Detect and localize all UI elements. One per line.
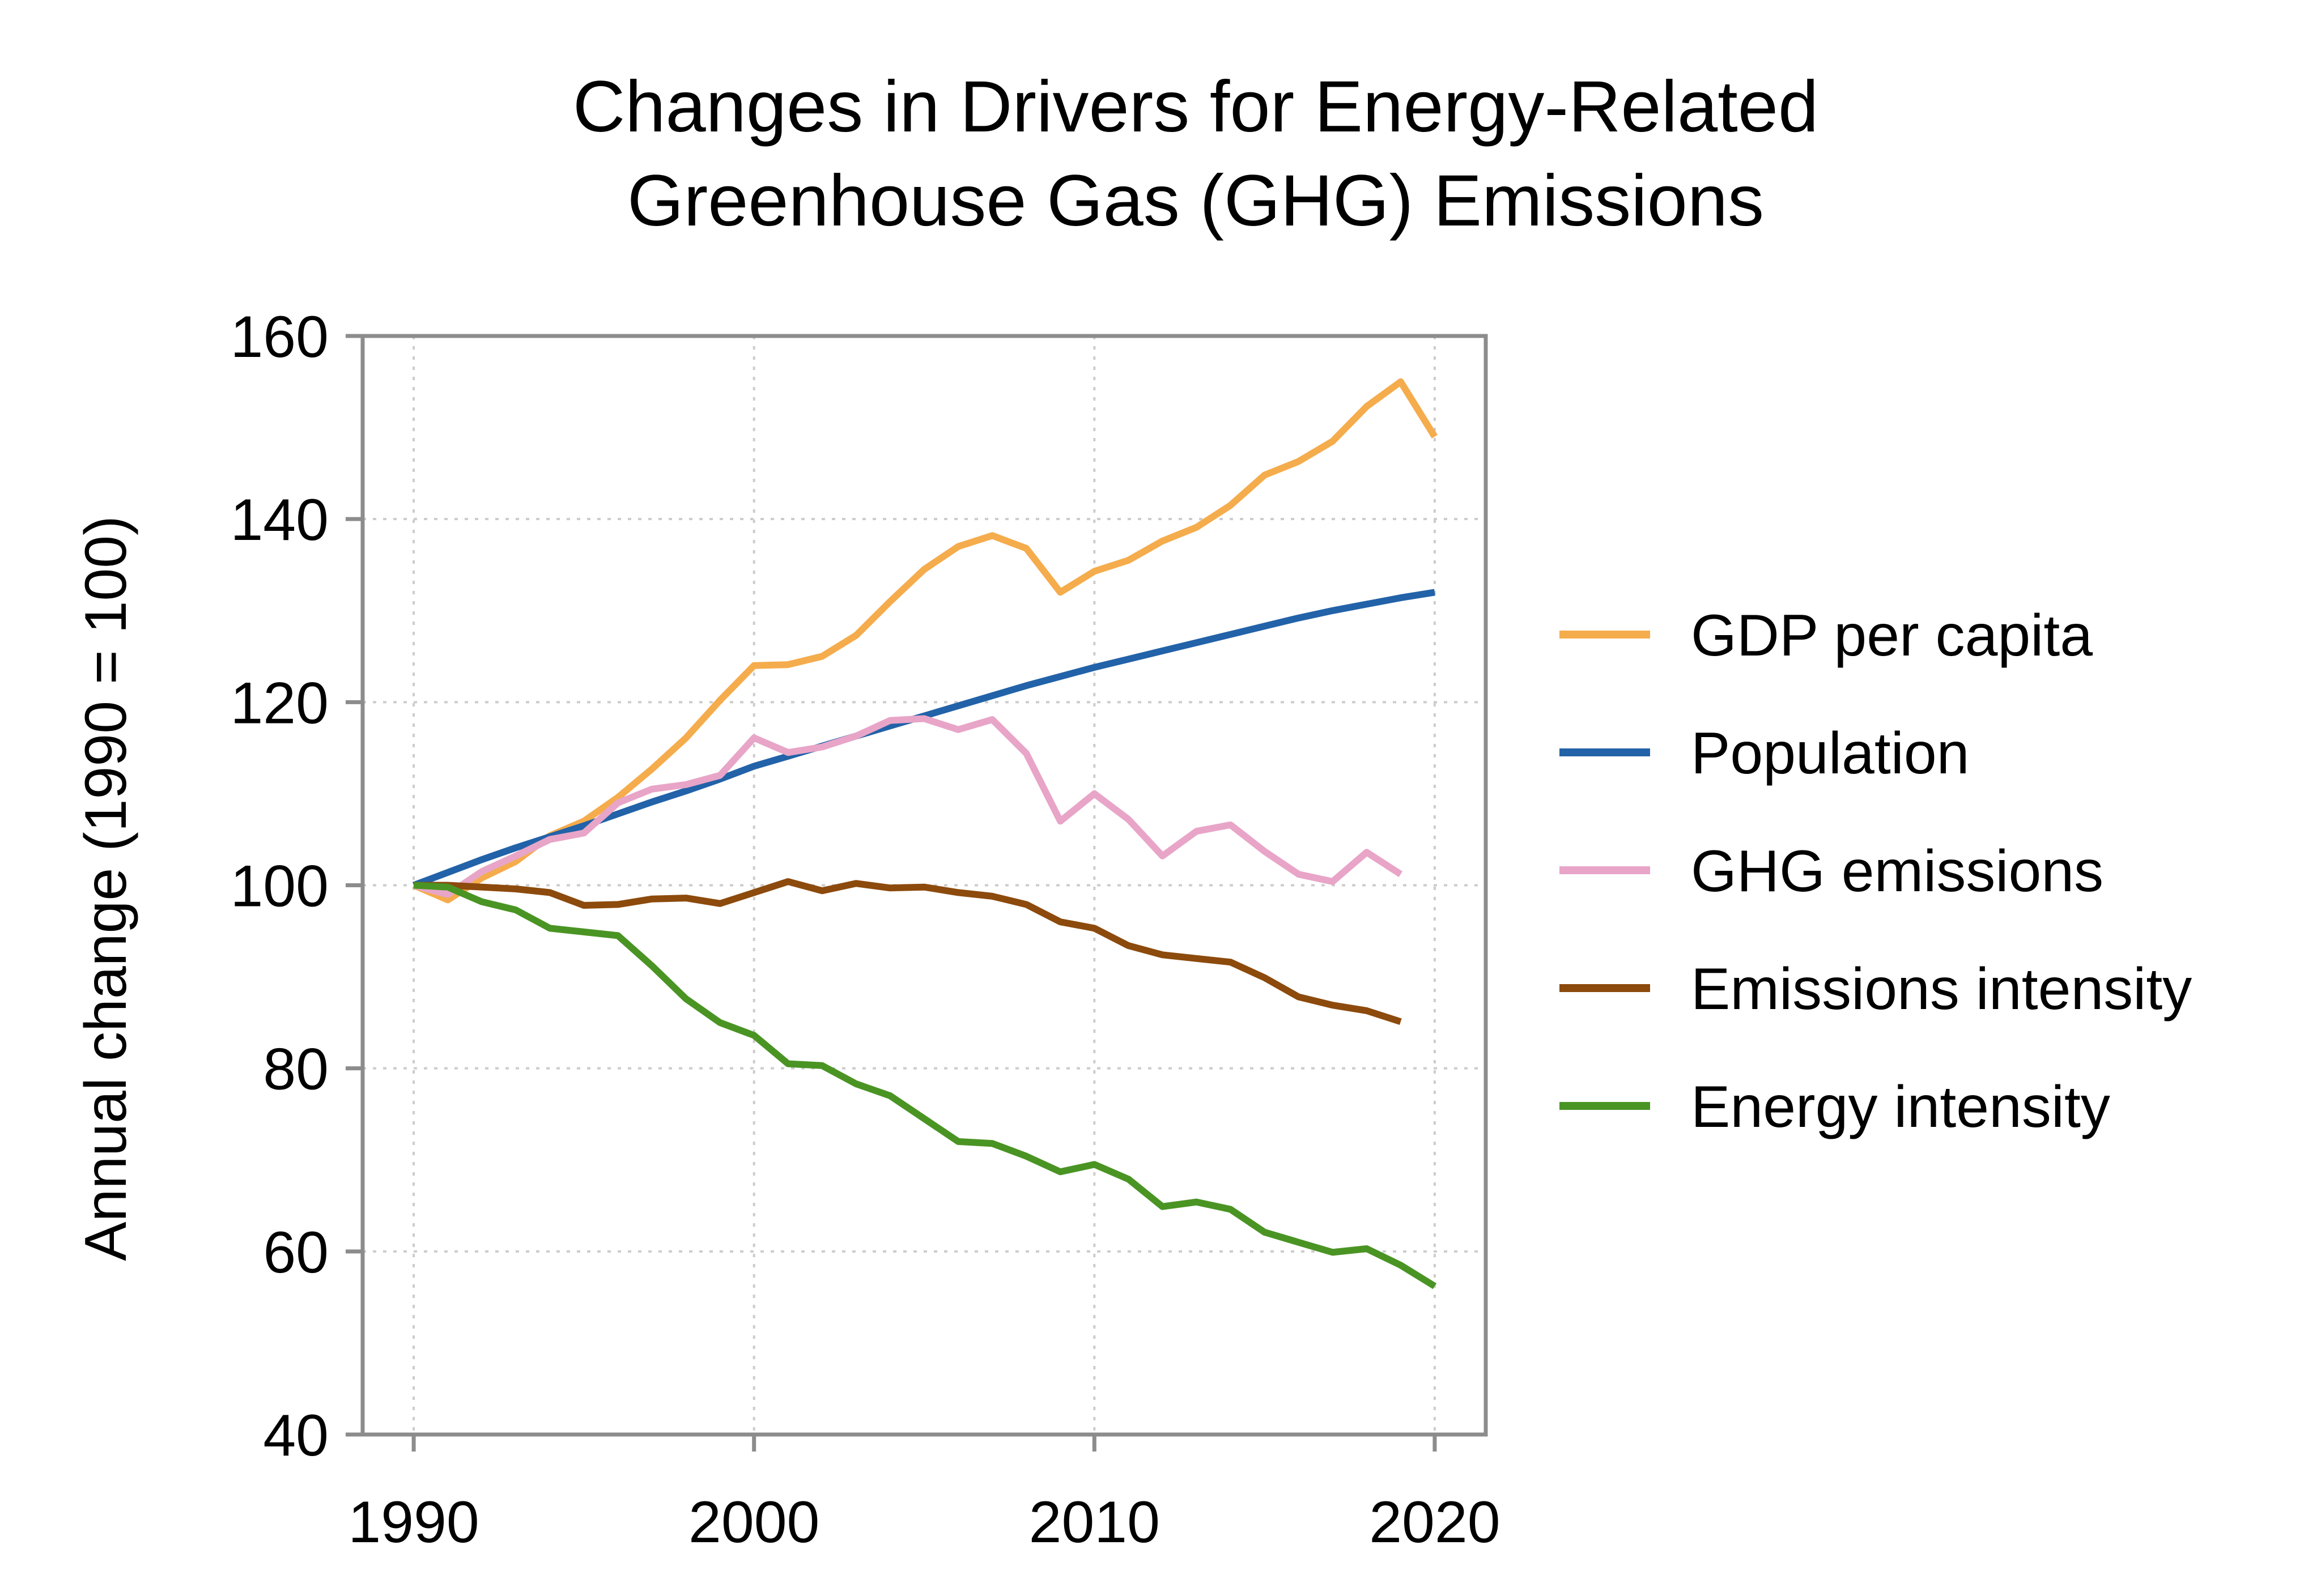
y-tick-label: 160 [230,304,329,370]
legend-label: Population [1691,721,1970,786]
legend-item-ghg-emissions: GHG emissions [1559,839,2103,904]
series-line-ghg-emissions [413,715,1403,898]
series-line-energy-intensity [413,882,1437,1289]
y-tick-label: 40 [263,1403,329,1469]
series-line-gdp-per-capita [412,378,1438,904]
tick-labels: 1990 2000 2010 2020 40 60 80 100 120 140 160 [230,304,1500,1555]
legend-item-population: Population [1559,721,1970,786]
chart-title-line-2: Greenhouse Gas (GHG) Emissions [627,160,1764,241]
series-lines [412,378,1438,1289]
legend-label: Emissions intensity [1691,956,2192,1022]
x-tick-label: 2020 [1369,1489,1500,1555]
y-tick-label: 120 [230,670,329,736]
legend-item-gdp-per-capita: GDP per capita [1559,603,2093,669]
legend-item-emissions-intensity: Emissions intensity [1559,956,2192,1022]
x-tick-label: 1990 [348,1489,479,1555]
x-tick-label: 2000 [688,1489,819,1555]
y-axis-label: Annual change (1990 = 100) [73,516,139,1261]
legend-label: GDP per capita [1691,603,2093,669]
y-tick-label: 80 [263,1037,329,1103]
legend-label: Energy intensity [1691,1074,2110,1140]
chart-title: Changes in Drivers for Energy-Related Gr… [573,66,1818,241]
series-line-emissions-intensity [414,878,1402,1025]
y-tick-label: 100 [230,854,329,920]
x-tick-label: 2010 [1029,1489,1160,1555]
legend-label: GHG emissions [1691,839,2103,904]
series-line-population [412,589,1435,889]
y-tick-label: 140 [230,487,329,553]
legend: GDP per capita Population GHG emissions Emi… [1559,603,2192,1140]
axis-ticks [346,334,1437,1452]
y-tick-label: 60 [263,1220,329,1286]
legend-item-energy-intensity: Energy intensity [1559,1074,2110,1140]
chart-title-line-1: Changes in Drivers for Energy-Related [573,66,1818,147]
